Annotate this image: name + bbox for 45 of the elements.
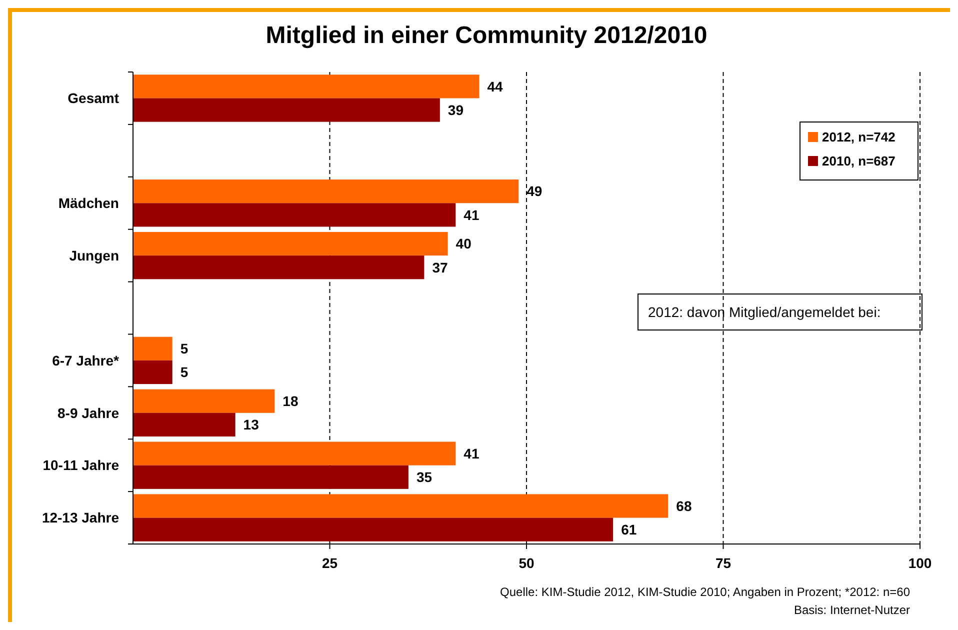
data-label: 40 xyxy=(456,236,472,252)
annotation: 2012: davon Mitglied/angemeldet bei: xyxy=(648,304,881,320)
legend-label: 2010, n=687 xyxy=(822,154,896,169)
bar xyxy=(133,256,424,280)
bar xyxy=(133,389,275,413)
bar xyxy=(133,442,456,466)
data-label: 61 xyxy=(621,521,637,538)
x-tick-label: 50 xyxy=(518,555,534,571)
x-tick-label: 100 xyxy=(908,555,932,571)
bar xyxy=(133,494,668,518)
data-label: 39 xyxy=(448,102,464,118)
bar xyxy=(133,336,172,360)
bar xyxy=(133,180,519,204)
data-label: 5 xyxy=(180,340,188,357)
bar xyxy=(133,98,440,122)
bar xyxy=(133,465,408,489)
data-label: 44 xyxy=(487,78,504,94)
data-label: 41 xyxy=(464,445,480,462)
bar xyxy=(133,232,448,256)
bar xyxy=(133,203,456,227)
data-label: 18 xyxy=(282,392,298,409)
bar xyxy=(133,74,480,98)
y-tick-label: Jungen xyxy=(69,247,119,264)
y-tick-label: 8-9 Jahre xyxy=(58,404,120,421)
data-label: 49 xyxy=(526,183,542,200)
text: Basis: Internet-Nutzer xyxy=(794,603,910,617)
data-label: 5 xyxy=(180,364,188,380)
data-label: 41 xyxy=(464,206,480,223)
bar xyxy=(133,518,614,542)
data-label: 35 xyxy=(416,469,432,486)
legend-label: 2012, n=742 xyxy=(822,130,896,145)
data-label: 68 xyxy=(676,498,692,514)
x-tick-label: 25 xyxy=(322,555,338,571)
bar xyxy=(133,360,172,384)
source-note: Quelle: KIM-Studie 2012, KIM-Studie 2010; Angaben in Prozent; *2012: n=60 xyxy=(500,585,910,599)
bar xyxy=(133,412,236,436)
y-tick-label: 10-11 Jahre xyxy=(42,457,120,474)
y-tick-label: Gesamt xyxy=(68,90,120,106)
chart-title: Mitglied in einer Community 2012/2010 xyxy=(266,22,708,49)
y-tick-label: Mädchen xyxy=(58,195,119,212)
y-tick-label: 12-13 Jahre xyxy=(42,510,120,526)
data-label: 37 xyxy=(432,259,448,276)
x-tick-label: 75 xyxy=(715,555,732,571)
data-label: 13 xyxy=(243,416,260,433)
y-tick-label: 6-7 Jahre* xyxy=(52,352,120,368)
